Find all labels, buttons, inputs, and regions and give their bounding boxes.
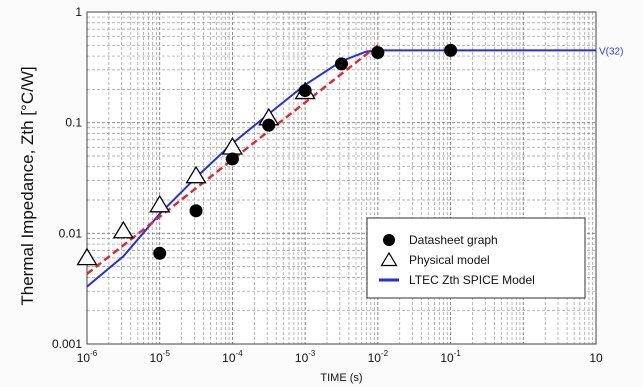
physical-model-point	[76, 247, 98, 266]
datasheet-point	[262, 118, 276, 132]
legend-box	[366, 217, 586, 299]
plot-frame	[86, 11, 597, 345]
legend-marker-datasheet	[383, 234, 395, 246]
x-tick-label: 10	[589, 351, 603, 365]
legend-label: LTEC Zth SPICE Model	[409, 273, 535, 287]
x-tick-label: 10-5	[149, 349, 170, 365]
annotation-layer: V(32)	[599, 46, 623, 57]
y-tick-label: 1	[75, 5, 82, 19]
y-tick-label: 0.1	[65, 116, 82, 130]
y-tick-label: 0.01	[59, 226, 83, 240]
x-axis-title: TIME (s)	[320, 372, 362, 384]
datasheet-point	[225, 152, 239, 166]
physical-model-point	[149, 194, 171, 213]
datasheet-point	[189, 204, 203, 218]
y-axis-title: Thermal Impedance, Zth [°C/W]	[18, 66, 37, 305]
legend-marker-physical	[380, 251, 398, 267]
datasheet-point	[444, 43, 458, 57]
x-tick-label: 10-1	[440, 349, 461, 365]
series-layer	[76, 43, 596, 288]
y-tick-label: 0.001	[52, 337, 82, 351]
v32-annotation: V(32)	[599, 46, 623, 57]
datasheet-point	[153, 246, 167, 260]
legend: Datasheet graph Physical model LTEC Zth SP…	[366, 217, 586, 299]
legend-label: Datasheet graph	[409, 233, 498, 247]
x-tick-label: 10-6	[77, 349, 98, 365]
datasheet-point	[371, 46, 385, 60]
legend-label: Physical model	[409, 253, 490, 267]
physical-model-point	[112, 220, 134, 239]
datasheet-point	[298, 84, 312, 98]
fit-dashed-line	[86, 44, 379, 275]
datasheet-point	[334, 57, 348, 71]
x-tick-label: 10-2	[368, 349, 389, 365]
physical-model-point	[185, 165, 207, 184]
x-tick-label: 10-4	[222, 349, 243, 365]
x-tick-label: 10-3	[295, 349, 316, 365]
